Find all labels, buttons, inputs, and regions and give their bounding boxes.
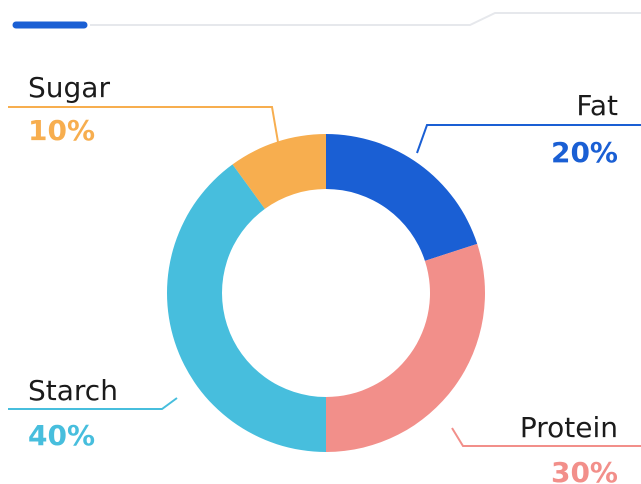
slice xyxy=(326,134,478,261)
leader-line xyxy=(416,124,641,154)
slice xyxy=(326,243,485,452)
slice xyxy=(232,134,326,209)
slice-value: 20% xyxy=(551,136,618,169)
leader-line xyxy=(8,397,178,410)
slice-value: 40% xyxy=(28,419,95,452)
donut xyxy=(167,134,485,452)
slice xyxy=(167,164,326,452)
slice-label: Fat xyxy=(576,89,618,122)
slice-value: 30% xyxy=(551,456,618,484)
slice-label: Sugar xyxy=(28,71,110,104)
header-rule xyxy=(90,12,641,26)
leader-line xyxy=(451,427,641,447)
labels: Fat 20% Protein 30% Starch 40% Sugar 10% xyxy=(8,71,641,484)
slice-label: Protein xyxy=(520,411,618,444)
slice-label: Starch xyxy=(28,374,118,407)
slice-value: 10% xyxy=(28,114,95,147)
leader-line xyxy=(8,106,279,143)
